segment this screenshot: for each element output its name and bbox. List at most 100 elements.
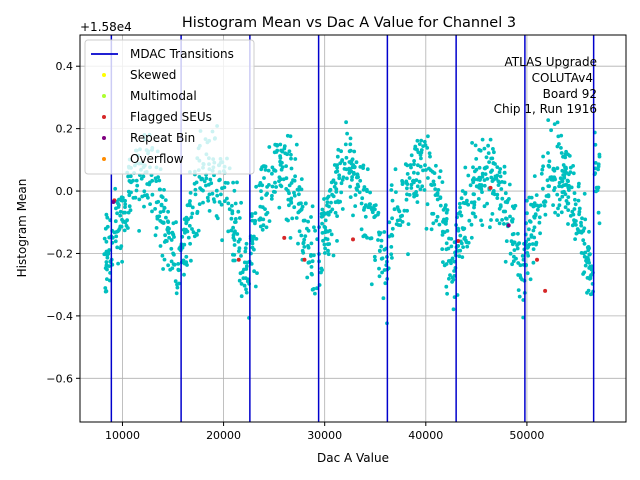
- data-point: [534, 240, 539, 245]
- data-point: [577, 181, 581, 186]
- data-point: [237, 278, 242, 283]
- data-point: [244, 287, 248, 292]
- data-point: [270, 171, 274, 176]
- data-point: [148, 202, 153, 207]
- data-point: [414, 178, 419, 183]
- data-point: [539, 171, 544, 176]
- data-point: [465, 244, 470, 249]
- data-point: [402, 208, 407, 213]
- data-point: [171, 251, 176, 256]
- data-point: [564, 165, 568, 170]
- data-point: [555, 120, 560, 125]
- data-point: [429, 227, 434, 232]
- data-point: [105, 277, 109, 281]
- data-point: [493, 162, 497, 166]
- data-point: [348, 184, 352, 189]
- data-point: [120, 259, 124, 264]
- data-point: [407, 193, 412, 197]
- data-point: [326, 252, 331, 257]
- data-point: [482, 183, 487, 188]
- data-point: [538, 203, 543, 208]
- y-tick-label: 0.2: [56, 123, 74, 136]
- data-point: [134, 178, 139, 183]
- data-point: [137, 197, 142, 202]
- data-point: [287, 183, 292, 188]
- data-point: [425, 202, 430, 207]
- data-point: [531, 204, 536, 209]
- data-point: [305, 275, 310, 280]
- data-point: [503, 259, 508, 264]
- data-point: [400, 213, 404, 218]
- data-point: [193, 192, 198, 197]
- data-point: [557, 203, 562, 208]
- data-point: [597, 152, 602, 157]
- data-point: [457, 254, 462, 259]
- data-point: [215, 193, 220, 198]
- data-point: [301, 218, 306, 223]
- data-point: [239, 254, 243, 258]
- data-point: [476, 197, 481, 201]
- data-point: [322, 242, 327, 247]
- data-point: [466, 173, 471, 178]
- data-point: [289, 152, 293, 157]
- data-point: [329, 180, 334, 185]
- data-point: [335, 214, 339, 219]
- data-point: [210, 191, 215, 196]
- data-point: [520, 277, 524, 282]
- data-point: [353, 193, 358, 197]
- data-point: [464, 201, 469, 206]
- data-point: [310, 287, 315, 292]
- data-point: [339, 149, 343, 154]
- data-point: [502, 164, 507, 169]
- data-point: [207, 192, 212, 197]
- data-point: [495, 173, 500, 178]
- data-point: [270, 184, 275, 189]
- data-point: [567, 188, 571, 193]
- data-point: [450, 280, 454, 284]
- data-point: [513, 203, 518, 208]
- data-point: [325, 203, 329, 208]
- data-point: [516, 231, 520, 236]
- data-point: [188, 241, 193, 246]
- data-point: [207, 209, 212, 213]
- data-point: [123, 198, 127, 203]
- data-point: [113, 219, 118, 224]
- data-point: [306, 219, 310, 224]
- data-point: [529, 233, 534, 238]
- data-point: [552, 168, 557, 173]
- data-point: [560, 168, 565, 173]
- data-point: [169, 238, 174, 242]
- data-point: [363, 203, 368, 208]
- data-point: [348, 136, 353, 141]
- data-point: [419, 148, 424, 152]
- data-point: [469, 235, 474, 240]
- data-point: [495, 165, 500, 170]
- data-point: [528, 220, 533, 224]
- data-point: [444, 241, 449, 246]
- data-point: [310, 204, 315, 209]
- data-point: [231, 225, 236, 230]
- data-point: [352, 165, 357, 170]
- data-point: [225, 196, 229, 201]
- data-point: [491, 189, 496, 193]
- data-point: [299, 177, 304, 182]
- data-point: [175, 282, 179, 287]
- data-point: [340, 158, 345, 162]
- data-point: [106, 249, 111, 254]
- data-point: [162, 257, 167, 262]
- data-point: [292, 178, 297, 183]
- data-point: [437, 222, 442, 227]
- data-point: [309, 215, 313, 219]
- flagged-point: [506, 223, 511, 228]
- data-point: [387, 234, 391, 239]
- data-point: [596, 210, 601, 215]
- data-point: [312, 253, 316, 258]
- data-point: [353, 204, 358, 209]
- data-point: [365, 235, 369, 240]
- x-tick-label: 10000: [105, 429, 140, 442]
- y-ticks: −0.6 −0.4 −0.2 0.0 0.2 0.4: [46, 60, 80, 385]
- data-point: [526, 245, 531, 249]
- data-point: [206, 198, 211, 203]
- data-point: [488, 137, 493, 142]
- data-point: [266, 168, 271, 173]
